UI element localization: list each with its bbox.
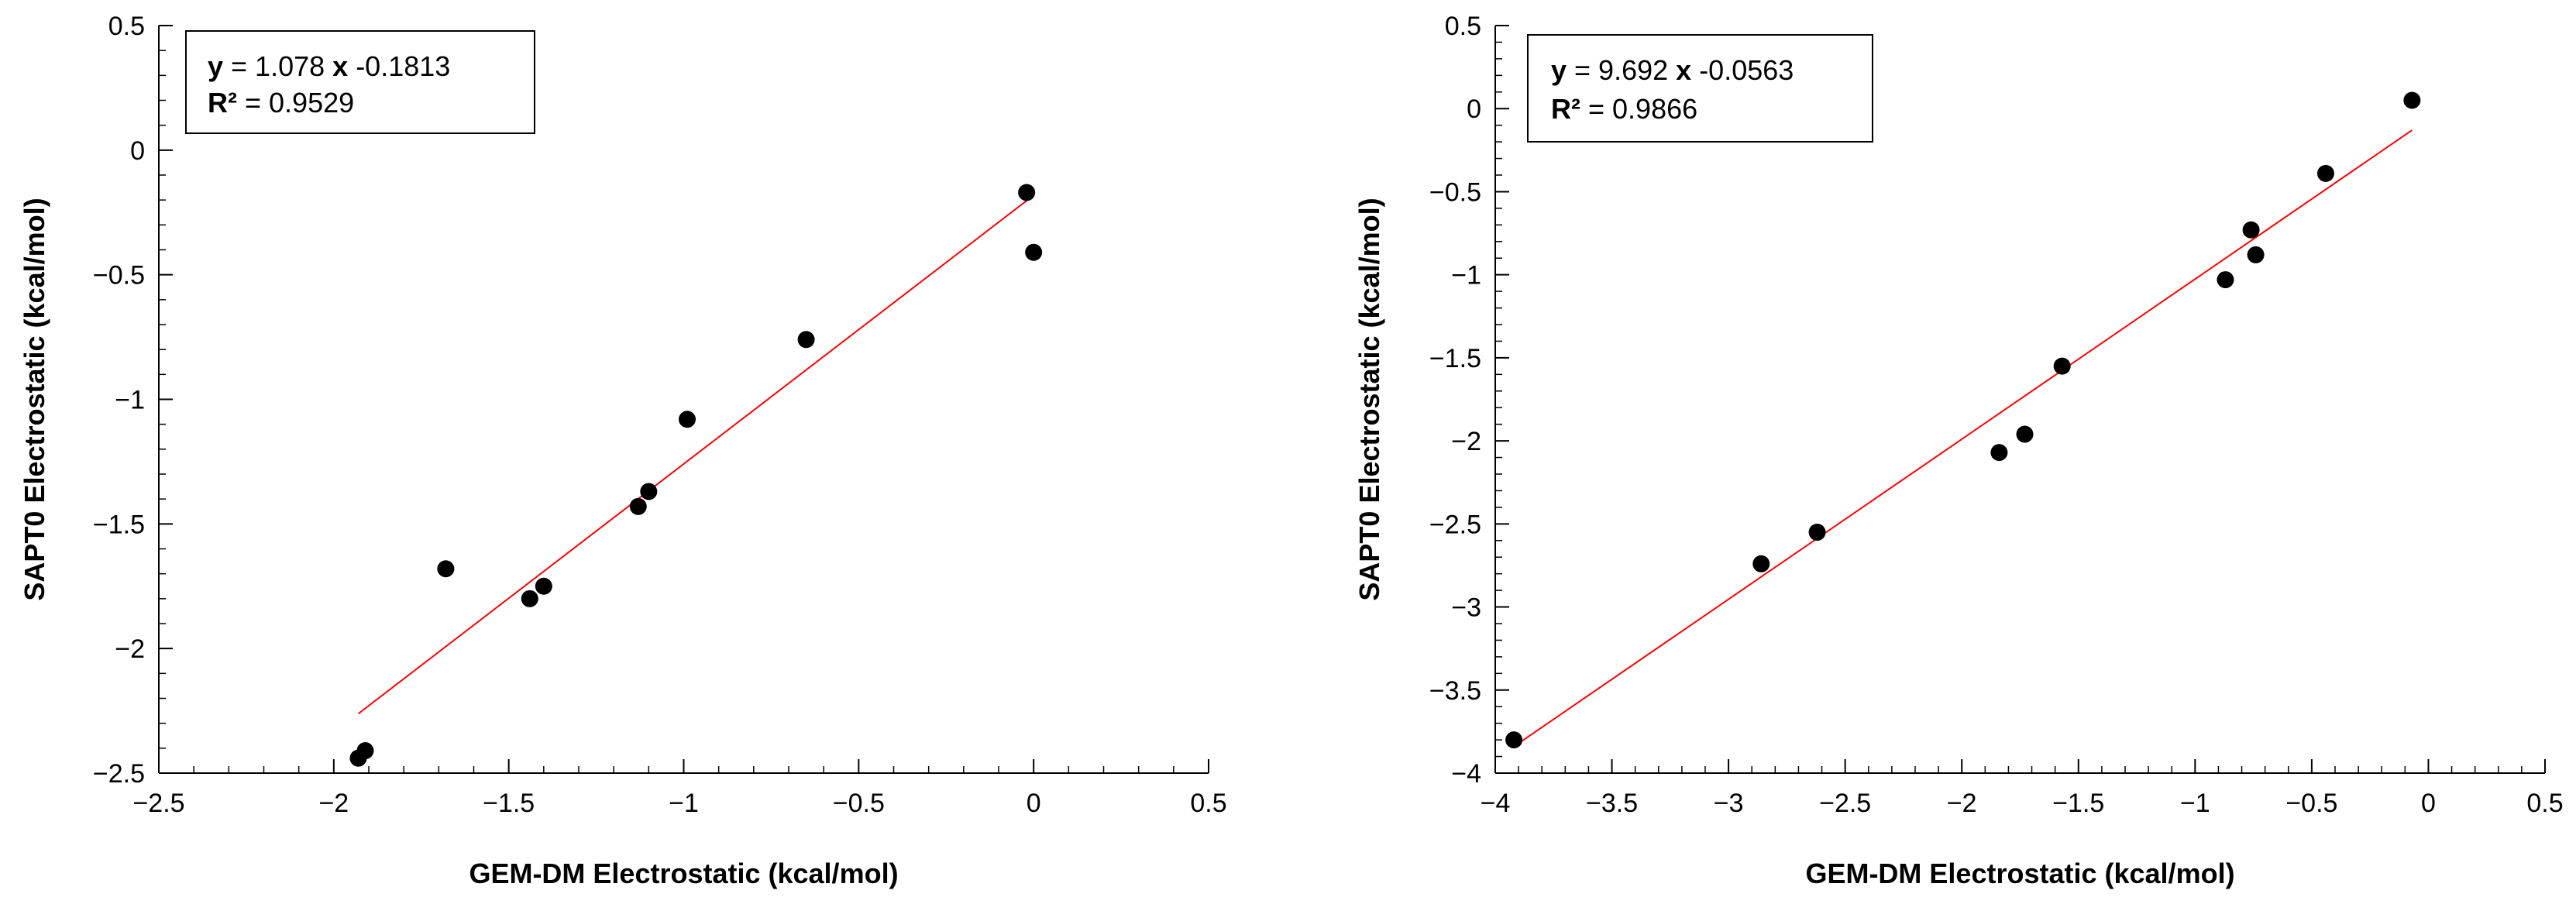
x-tick-label: −1.5	[483, 789, 535, 818]
equation-legend: y = 9.692 x -0.0563 R² = 0.9866	[1527, 34, 1873, 143]
x-tick-label: −2	[318, 789, 349, 818]
y-tick-label: −1	[1451, 261, 1481, 290]
data-point	[2053, 357, 2071, 375]
fit-line	[357, 194, 1034, 715]
data-point	[1018, 184, 1036, 201]
y-tick-label: −1.5	[1429, 344, 1481, 373]
y-axis-label: SAPT0 Electrostatic (kcal/mol)	[1353, 198, 1385, 600]
y-tick-label: −4	[1451, 759, 1481, 789]
equation-legend: y = 1.078 x -0.1813 R² = 0.9529	[185, 30, 535, 134]
y-tick-label: −3	[1451, 593, 1481, 623]
x-tick-label: 0	[2421, 789, 2436, 818]
x-tick-label: −2.5	[1819, 789, 1871, 818]
data-point	[2016, 425, 2034, 443]
data-point	[2316, 164, 2334, 182]
x-tick-label: −1	[669, 789, 699, 818]
y-tick-label: −1	[115, 386, 145, 415]
legend-box	[185, 30, 535, 134]
x-tick-label: −0.5	[2285, 789, 2337, 818]
x-tick-label: −2.5	[132, 789, 184, 818]
data-point	[356, 742, 374, 760]
y-tick-label: −2	[1451, 427, 1481, 456]
data-point	[629, 497, 647, 515]
data-point	[2403, 91, 2421, 109]
r2-symbol: R²	[208, 87, 237, 119]
data-point	[521, 590, 538, 607]
regression-equation: y = 1.078 x -0.1813	[208, 50, 450, 82]
y-tick-label: 0	[130, 136, 145, 166]
eq-y-symbol: y	[208, 50, 223, 82]
y-tick-label: −0.5	[93, 261, 145, 290]
data-point	[797, 331, 815, 349]
x-tick-label: −3	[1714, 789, 1744, 818]
data-point	[535, 577, 552, 595]
y-axis-label: SAPT0 Electrostatic (kcal/mol)	[19, 198, 50, 600]
x-tick-label: −1.5	[2052, 789, 2104, 818]
eq-intercept: -0.0563	[1691, 54, 1794, 86]
y-tick-label: −2.5	[1429, 510, 1481, 539]
y-tick-label: −1.5	[93, 510, 145, 539]
x-tick-label: −1	[2180, 789, 2210, 818]
data-point	[437, 560, 455, 578]
data-point	[1990, 444, 2008, 462]
r2-value: = 0.9529	[237, 87, 354, 119]
data-point	[2247, 246, 2265, 263]
eq-x-symbol: x	[1676, 54, 1691, 86]
data-point	[1025, 243, 1043, 261]
r2-value: = 0.9866	[1580, 93, 1697, 125]
y-tick-label: 0	[1467, 95, 1481, 124]
legend-box	[1527, 34, 1873, 143]
data-point	[2217, 271, 2234, 289]
r-squared: R² = 0.9866	[1551, 93, 1697, 125]
x-tick-label: 0	[1027, 789, 1041, 818]
r-squared: R² = 0.9529	[208, 87, 354, 119]
data-point	[679, 411, 696, 428]
chart-2: −4 −3.5 −3 −2.5 −2 −1.5 −1 −0.5 0 0.5 −4 −3.5 −3 −2.5…	[1353, 12, 2564, 889]
chart-1: −2.5 −2 −1.5 −1 −0.5 0 0.5 −2.5 −2 −1.5 −1 −0.5 0 0.5…	[19, 12, 1227, 889]
fit-line	[1513, 129, 2413, 748]
y-tick-label: 0.5	[1445, 12, 1481, 41]
x-axis-label: GEM-DM Electrostatic (kcal/mol)	[1805, 858, 2234, 889]
y-tick-label: −2	[115, 634, 145, 664]
x-axis-label: GEM-DM Electrostatic (kcal/mol)	[469, 858, 898, 889]
eq-slope: = 1.078	[223, 50, 332, 82]
data-point	[1808, 524, 1826, 541]
data-point	[1752, 555, 1770, 572]
x-tick-label: −2	[1947, 789, 1977, 818]
eq-intercept: -0.1813	[348, 50, 450, 82]
x-tick-label: 0.5	[1190, 789, 1226, 818]
r2-symbol: R²	[1551, 93, 1580, 125]
data-point	[1505, 731, 1523, 749]
regression-equation: y = 9.692 x -0.0563	[1551, 54, 1794, 86]
y-tick-label: −0.5	[1429, 177, 1481, 207]
eq-y-symbol: y	[1551, 54, 1567, 86]
y-tick-label: 0.5	[108, 12, 145, 41]
y-tick-label: −2.5	[93, 759, 145, 789]
x-tick-label: −0.5	[833, 789, 885, 818]
x-tick-label: 0.5	[2526, 789, 2563, 818]
y-tick-label: −3.5	[1429, 676, 1481, 706]
x-tick-label: −4	[1481, 789, 1511, 818]
eq-x-symbol: x	[332, 50, 348, 82]
data-point	[640, 483, 658, 500]
x-tick-label: −3.5	[1586, 789, 1638, 818]
data-point	[2242, 221, 2260, 239]
eq-slope: = 9.692	[1567, 54, 1676, 86]
